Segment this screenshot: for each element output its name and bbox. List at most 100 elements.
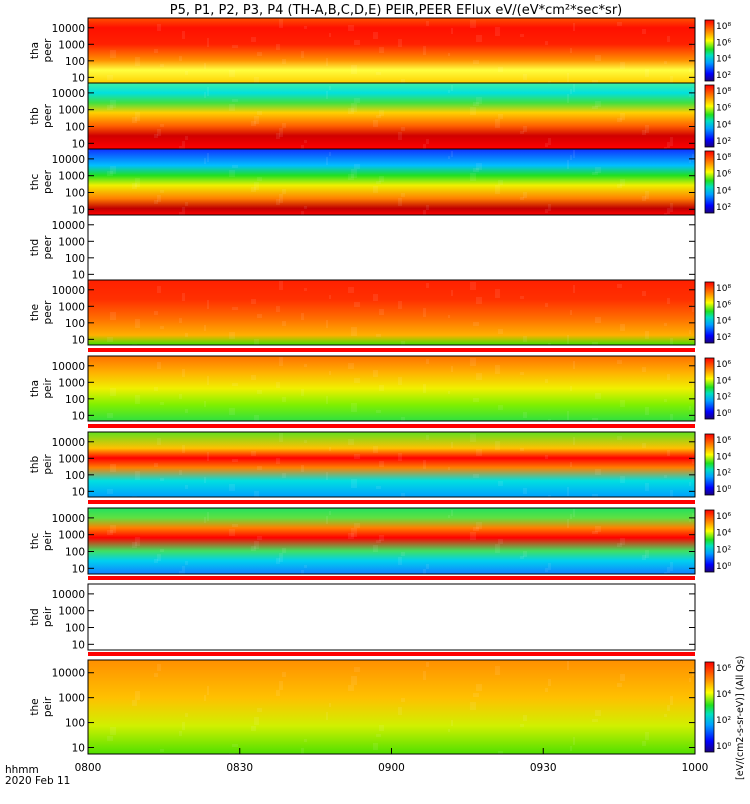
texture-mark <box>251 726 256 731</box>
texture-mark <box>692 305 694 312</box>
colorbar-tick-label: 10⁰ <box>716 485 731 495</box>
texture-mark <box>207 512 209 521</box>
texture-mark <box>179 731 182 736</box>
texture-mark <box>476 684 482 691</box>
texture-mark <box>476 449 482 456</box>
separator-bar <box>88 652 695 656</box>
texture-mark <box>348 439 354 445</box>
texture-mark <box>154 463 158 467</box>
texture-mark <box>573 84 575 92</box>
texture-mark <box>110 388 116 396</box>
panel-product-label: peir <box>42 606 54 627</box>
panel-the-peir: 10 100 1000 10000 the peir 10⁰ 10² 10⁴ 10⁶ <box>29 652 731 760</box>
y-tick-label: 10 <box>72 334 85 346</box>
texture-mark <box>473 474 479 478</box>
texture-mark <box>160 190 164 193</box>
chart-title: P5, P1, P2, P3, P4 (TH-A,B,C,D,E) PEIR,P… <box>170 3 623 18</box>
texture-mark <box>182 293 185 301</box>
texture-mark <box>645 483 649 491</box>
y-tick-label: 100 <box>65 188 85 200</box>
texture-mark <box>426 662 429 667</box>
texture-mark <box>257 111 262 115</box>
texture-mark <box>301 51 304 58</box>
colorbar-tick-label: 10² <box>716 393 731 403</box>
texture-mark <box>617 22 622 26</box>
colorbar-unit-label: [eV/(cm2-s-sr-eV)] (All Qs) <box>735 656 746 780</box>
texture-mark <box>254 182 259 190</box>
texture-mark <box>523 126 527 132</box>
texture-mark <box>592 106 598 109</box>
texture-mark <box>423 308 426 317</box>
spectrogram-image <box>88 432 695 497</box>
y-tick-label: 1000 <box>58 236 85 248</box>
texture-mark <box>573 23 575 31</box>
texture-mark <box>670 562 673 571</box>
texture-mark <box>498 481 503 486</box>
texture-mark <box>88 83 90 86</box>
texture-mark <box>351 403 357 412</box>
texture-mark <box>470 702 476 710</box>
texture-mark <box>545 143 548 147</box>
texture-mark <box>348 287 354 293</box>
texture-mark <box>379 309 384 315</box>
texture-mark <box>670 137 673 146</box>
texture-mark <box>232 524 238 527</box>
texture-mark <box>498 114 503 119</box>
texture-mark <box>570 514 572 519</box>
texture-mark <box>279 194 283 203</box>
texture-mark <box>354 667 360 672</box>
texture-mark <box>398 198 402 206</box>
texture-mark <box>204 695 206 701</box>
spectrogram-image <box>88 18 695 83</box>
panel-thd-peer: 10 100 1000 10000 thd peer <box>29 214 696 281</box>
texture-mark <box>523 336 527 342</box>
colorbar-tick-label: 10⁰ <box>716 409 731 419</box>
texture-mark <box>354 40 360 45</box>
texture-mark <box>326 320 328 328</box>
texture-mark <box>595 710 601 716</box>
texture-mark <box>426 564 429 569</box>
texture-mark <box>573 285 575 293</box>
texture-mark <box>276 558 280 564</box>
texture-mark <box>354 302 360 307</box>
texture-mark <box>88 18 90 21</box>
texture-mark <box>379 47 384 53</box>
texture-mark <box>667 36 670 42</box>
texture-mark <box>645 191 649 199</box>
texture-mark <box>107 530 113 535</box>
texture-mark <box>664 475 667 478</box>
y-tick-label: 100 <box>65 253 85 265</box>
texture-mark <box>204 92 206 98</box>
colorbar <box>704 150 715 214</box>
texture-mark <box>473 102 479 106</box>
texture-mark <box>329 371 331 375</box>
texture-mark <box>254 339 259 347</box>
texture-mark <box>423 460 426 469</box>
y-tick-label: 10 <box>72 563 85 575</box>
y-tick-label: 100 <box>65 470 85 482</box>
texture-mark <box>448 391 450 394</box>
texture-mark <box>185 485 188 489</box>
texture-mark <box>567 94 569 103</box>
texture-mark <box>645 550 649 558</box>
texture-mark <box>617 360 622 364</box>
texture-mark <box>179 56 182 61</box>
texture-mark <box>251 37 256 42</box>
texture-mark <box>276 306 280 312</box>
texture-mark <box>276 690 280 696</box>
separator-bar <box>88 348 695 352</box>
texture-mark <box>670 76 673 85</box>
colorbar-tick-label: 10⁰ <box>716 562 731 572</box>
texture-mark <box>329 447 331 451</box>
texture-mark <box>107 489 113 494</box>
spectrogram-image <box>88 660 695 754</box>
texture-mark <box>645 732 649 740</box>
texture-mark <box>282 59 286 64</box>
texture-mark <box>476 522 482 529</box>
texture-mark <box>667 208 670 214</box>
texture-mark <box>448 515 450 518</box>
panel-probe-label: thc <box>29 533 41 550</box>
texture-mark <box>160 478 164 481</box>
texture-mark <box>107 75 113 80</box>
texture-mark <box>326 157 328 165</box>
